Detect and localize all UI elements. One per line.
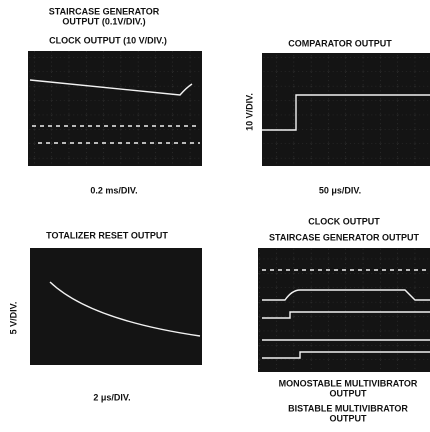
trace (262, 289, 430, 301)
caption: 0.2 ms/DIV. (90, 185, 137, 195)
side-label: 10 V/DIV. (244, 93, 254, 131)
label: BISTABLE MULTIVIBRATOR (288, 403, 408, 413)
label: MONOSTABLE MULTIVIBRATOR (279, 378, 418, 388)
label: STAIRCASE GENERATOR (49, 6, 160, 16)
screen (30, 248, 202, 365)
label: OUTPUT (330, 388, 368, 398)
trace (262, 94, 430, 131)
panel-1: STAIRCASE GENERATOR OUTPUT (0.1V/DIV.) C… (28, 6, 202, 195)
trace (49, 281, 201, 337)
trace (262, 351, 430, 359)
trace (29, 79, 193, 96)
grid (262, 53, 430, 166)
label: COMPARATOR OUTPUT (288, 38, 392, 48)
side-label: 5 V/DIV. (8, 302, 18, 335)
panel-3: TOTALIZER RESET OUTPUT 5 V/DIV. 2 μs/DIV… (8, 230, 202, 402)
grid (28, 51, 202, 166)
grid (258, 248, 430, 372)
label: CLOCK OUTPUT (10 V/DIV.) (49, 35, 167, 45)
panel-4: CLOCK OUTPUT STAIRCASE GENERATOR OUTPUT … (258, 216, 430, 423)
trace (262, 311, 430, 319)
label: STAIRCASE GENERATOR OUTPUT (269, 232, 420, 242)
label: CLOCK OUTPUT (308, 216, 380, 226)
label: TOTALIZER RESET OUTPUT (46, 230, 168, 240)
caption: 2 μs/DIV. (93, 392, 130, 402)
label: OUTPUT (330, 413, 368, 423)
label: OUTPUT (0.1V/DIV.) (62, 16, 145, 26)
caption: 50 μs/DIV. (319, 185, 361, 195)
panel-2: COMPARATOR OUTPUT 10 V/DIV. 50 μs/DIV. (244, 38, 430, 195)
